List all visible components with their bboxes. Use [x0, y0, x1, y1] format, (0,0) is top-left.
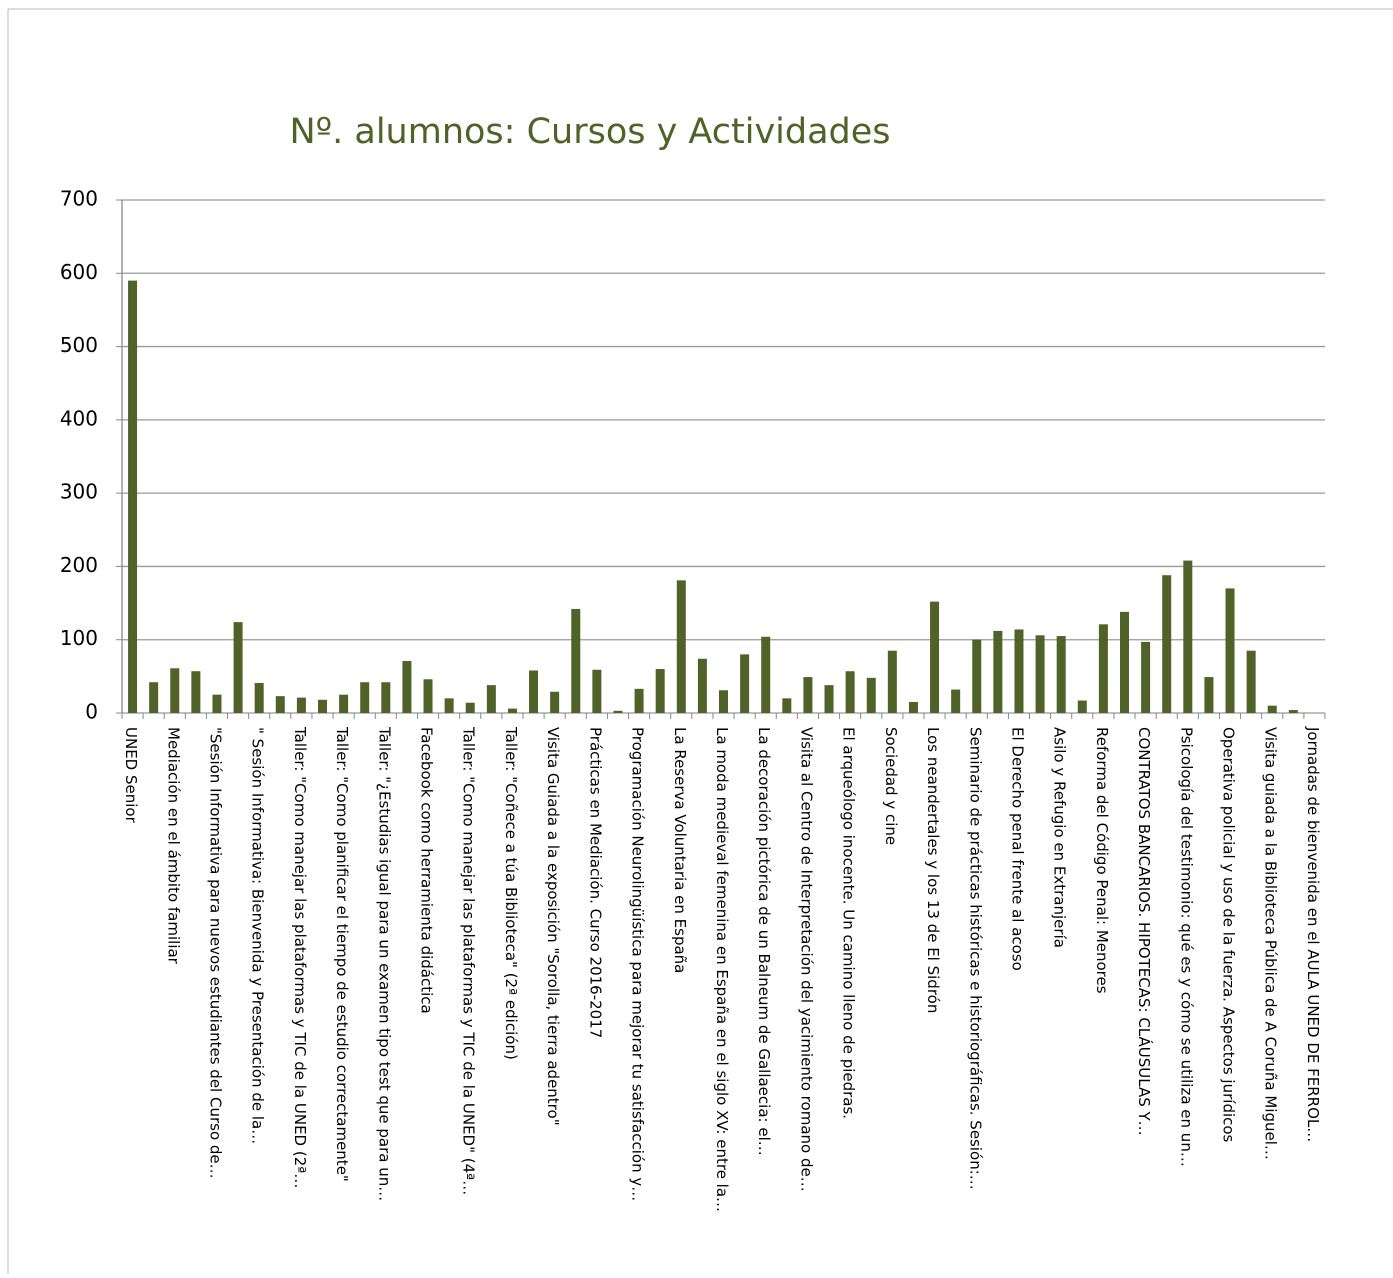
bar [697, 658, 707, 713]
bar [930, 601, 940, 713]
x-tick-label: Jornadas de bienvenida en el AULA UNED D… [1304, 726, 1322, 1142]
bar [1183, 560, 1193, 713]
x-tick-label: " Sesión Informativa: Bienvenida y Prese… [249, 727, 267, 1144]
bar [782, 698, 792, 713]
x-tick-label: Visita al Centro de Interpretación del y… [797, 727, 815, 1192]
bar [908, 702, 918, 713]
bar [803, 677, 813, 713]
bar [592, 669, 602, 713]
x-tick-label: Sociedad y cine [882, 727, 900, 845]
x-tick-label: Taller: "Como planificar el tiempo de es… [333, 726, 351, 1182]
bar [1225, 588, 1235, 713]
bar [318, 699, 327, 713]
y-tick-label: 200 [60, 553, 98, 577]
bar [972, 639, 982, 713]
x-tick-label: Facebook como herramienta didáctica [418, 727, 436, 1014]
bar [1098, 624, 1108, 713]
x-tick-label: Taller: "Como manejar las plataformas y … [460, 726, 478, 1195]
bar [529, 670, 539, 713]
x-tick-label: El arqueólogo inocente. Un camino lleno … [840, 727, 858, 1119]
bar [1056, 636, 1066, 713]
y-tick-label: 400 [60, 406, 98, 430]
bar [676, 580, 686, 713]
x-tick-label: Taller: "¿Estudias igual para un examen … [375, 726, 393, 1201]
bar [507, 708, 517, 713]
y-tick-label: 600 [60, 260, 98, 284]
bar [444, 698, 454, 713]
x-tick-label: Los neandertales y los 13 de El Sidrón [924, 727, 942, 1013]
bar [1035, 635, 1045, 713]
bar [465, 702, 475, 713]
x-tick-label: Psicología del testimonio: qué es y cómo… [1177, 727, 1195, 1167]
bar [128, 280, 138, 713]
x-tick-label: El Derecho penal frente al acoso [1008, 727, 1026, 971]
bar [170, 668, 180, 713]
bar [951, 689, 961, 713]
y-tick-label: 700 [60, 187, 98, 211]
x-tick-label: Taller: "Como manejar las plataformas y … [291, 726, 309, 1188]
bar [1014, 629, 1024, 713]
bar [212, 694, 222, 713]
bar [360, 682, 370, 713]
chart-title: Nº. alumnos: Cursos y Actividades [289, 112, 890, 152]
x-tick-label: La moda medieval femenina en España en e… [713, 727, 731, 1212]
bar [275, 696, 285, 713]
bar [1204, 677, 1214, 713]
bar [550, 691, 560, 713]
bar [1162, 575, 1172, 713]
bar [993, 630, 1003, 713]
x-tick-label: Seminario de prácticas históricas e hist… [966, 727, 984, 1190]
bar [233, 622, 243, 713]
bar [296, 697, 306, 713]
bar [486, 685, 496, 713]
x-tick-label: "Sesión Informativa para nuevos estudian… [206, 727, 224, 1179]
bar [254, 682, 264, 713]
bar [613, 710, 623, 713]
x-tick-label: La decoración pictórica de un Balneum de… [755, 727, 773, 1156]
bar [655, 669, 665, 713]
y-tick-label: 300 [60, 480, 98, 504]
bar [1120, 611, 1129, 713]
x-tick-label: Mediación en el ámbito familiar [164, 727, 182, 965]
bar [149, 682, 159, 713]
bar [1267, 705, 1277, 713]
bar [1077, 700, 1087, 713]
x-tick-label: Taller: "Coñece a túa Biblioteca" (2ª ed… [502, 726, 520, 1060]
bar [866, 677, 876, 713]
x-tick-label: Programación Neurolingüística para mejor… [629, 727, 647, 1201]
bar [423, 679, 433, 713]
bar [761, 636, 771, 713]
bar [824, 685, 834, 713]
bar [571, 608, 581, 713]
bar [634, 688, 644, 713]
x-tick-label: Asilo y Refugio en Extranjería [1051, 727, 1069, 948]
bar [191, 671, 201, 713]
bar [402, 660, 412, 713]
x-tick-label: Reforma del Código Penal: Menores [1093, 727, 1111, 994]
y-tick-label: 500 [60, 333, 98, 357]
bar [1141, 641, 1151, 713]
x-tick-label: La Reserva Voluntaria en España [671, 727, 689, 973]
x-tick-label: Visita guiada a la Biblioteca Pública de… [1262, 727, 1280, 1160]
x-tick-label: UNED Senior [122, 727, 140, 824]
bar [719, 690, 728, 713]
bar [845, 671, 855, 713]
x-tick-label: Operativa policial y uso de la fuerza. A… [1220, 727, 1238, 1143]
bar [339, 694, 349, 713]
x-tick-label: Prácticas en Mediación. Curso 2016-2017 [586, 727, 604, 1038]
x-tick-label: Visita Guiada a la exposición "Sorolla, … [544, 727, 562, 1126]
bar [381, 682, 391, 713]
bar [887, 650, 897, 713]
bar [1288, 710, 1298, 713]
y-tick-label: 0 [85, 700, 98, 724]
bar [740, 654, 750, 713]
y-tick-label: 100 [60, 626, 98, 650]
bar [1246, 650, 1256, 713]
x-tick-label: CONTRATOS BANCARIOS. HIPOTECAS: CLÁUSULA… [1135, 727, 1154, 1136]
